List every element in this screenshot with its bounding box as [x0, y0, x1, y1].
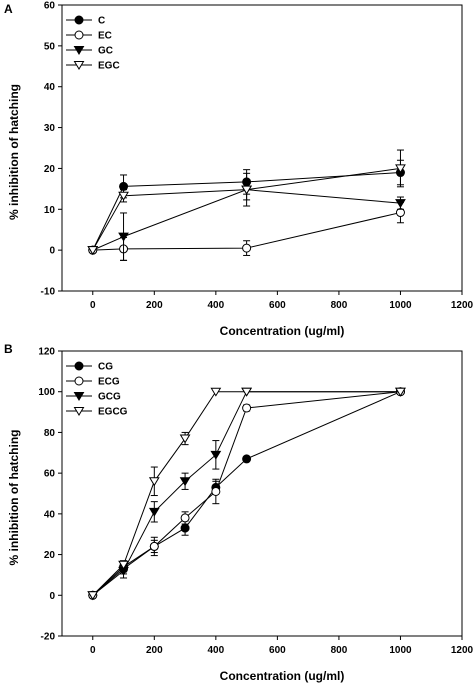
legend-entry-c-marker [74, 15, 84, 25]
legend-entry-gc-marker [73, 46, 85, 55]
legend-entry-egc-label: EGC [98, 61, 120, 72]
series-ecg [88, 387, 405, 600]
y-tick-label: 10 [44, 205, 56, 216]
y-axis-title: % inhibition of hatching [7, 84, 21, 220]
legend-entry-gc-label: GC [98, 46, 113, 57]
series-gcg-point [148, 507, 160, 517]
x-tick-label: 600 [269, 300, 286, 311]
y-tick-label: 80 [44, 428, 56, 439]
series-gc-point [118, 232, 129, 242]
series-gcg [87, 387, 406, 601]
y-tick-label: 40 [44, 509, 56, 520]
x-axis-title: Concentration (ug/ml) [220, 324, 345, 338]
x-tick-label: 200 [146, 645, 163, 656]
x-tick-label: 1000 [389, 645, 412, 656]
x-tick-label: 600 [269, 645, 286, 656]
legend: C EC GC EGC [66, 15, 120, 72]
series-ecg-line [92, 391, 401, 596]
series-egcg-point [118, 560, 129, 570]
x-tick-label: 800 [331, 645, 348, 656]
legend-entry-egcg-label: EGCG [98, 407, 128, 418]
series-egcg-point [241, 387, 252, 397]
series-egc-point [395, 164, 406, 174]
plot-frame [61, 350, 463, 637]
x-tick-label: 1000 [389, 300, 412, 311]
series-cg-line [92, 391, 401, 596]
y-tick-label: 60 [44, 469, 56, 480]
x-tick-label: 400 [208, 645, 225, 656]
series-gc-point [395, 199, 406, 209]
series-egc-line [92, 167, 401, 251]
y-axis-title: % inhibition of hatching [7, 430, 21, 566]
series-gcg-point [210, 450, 222, 460]
legend-entry-ec-marker [74, 30, 84, 40]
x-tick-label: 200 [146, 300, 163, 311]
series-ec-line [92, 212, 401, 251]
series-egc-point [241, 185, 252, 195]
x-tick-label: 1200 [451, 300, 474, 311]
y-tick-label: 50 [44, 41, 56, 52]
y-tick-label: 100 [38, 387, 55, 398]
y-tick-label: 40 [44, 82, 56, 93]
series-egc-point [118, 191, 129, 201]
series-egcg-line [92, 391, 401, 596]
x-tick-label: 0 [90, 300, 96, 311]
legend-entry-cg-marker [74, 361, 84, 371]
plot-frame [61, 4, 463, 292]
x-axis-title: Concentration (ug/ml) [220, 669, 345, 683]
series-ecg-point [149, 541, 159, 551]
legend-entry-ecg-marker [74, 376, 84, 386]
legend-entry-ecg-label: ECG [98, 377, 120, 388]
x-tick-label: 0 [90, 645, 96, 656]
series-gcg-point [179, 477, 191, 487]
series-egc-point [87, 246, 99, 256]
y-tick-label: 60 [44, 1, 56, 12]
x-tick-label: 800 [331, 300, 348, 311]
legend-entry-cg-label: CG [98, 362, 113, 373]
y-tick-label: 20 [44, 164, 56, 175]
series-ecg-point [180, 513, 190, 523]
legend-entry-gcg-marker [73, 392, 85, 401]
series-c-line [92, 172, 401, 251]
y-tick-label: -10 [41, 287, 56, 298]
y-tick-label: 0 [49, 591, 55, 602]
series-gc-line [92, 189, 401, 251]
legend-entry-egc-marker [73, 61, 85, 70]
series-egcg [87, 387, 406, 601]
series-egcg-point [395, 387, 406, 397]
panel-label: B [4, 342, 13, 356]
series-cg-point [180, 523, 190, 533]
legend-entry-c-label: C [98, 16, 105, 27]
series-egcg-point [87, 591, 99, 601]
series-ecg-point [242, 403, 252, 413]
series-gc [87, 172, 406, 261]
series-cg [88, 387, 405, 600]
x-tick-label: 400 [208, 300, 225, 311]
series-cg-point [242, 454, 252, 464]
y-tick-label: 30 [44, 123, 56, 134]
series-egcg-point [210, 387, 222, 397]
panel-label: A [4, 2, 13, 16]
y-tick-label: 20 [44, 550, 56, 561]
series-egcg-point [179, 434, 191, 444]
x-tick-label: 1200 [451, 645, 474, 656]
series-egc [87, 149, 406, 256]
y-tick-label: 0 [49, 246, 55, 257]
y-tick-label: 120 [38, 347, 55, 358]
series-ecg-point [211, 486, 221, 496]
legend: CG ECG GCG EGCG [66, 361, 128, 418]
series-egcg-point [148, 477, 160, 487]
series-ec-point [242, 243, 252, 253]
legend-entry-egcg-marker [73, 407, 85, 416]
y-tick-label: -20 [41, 632, 56, 643]
legend-entry-ec-label: EC [98, 31, 112, 42]
series-gcg-line [92, 391, 401, 596]
legend-entry-gcg-label: GCG [98, 392, 121, 403]
